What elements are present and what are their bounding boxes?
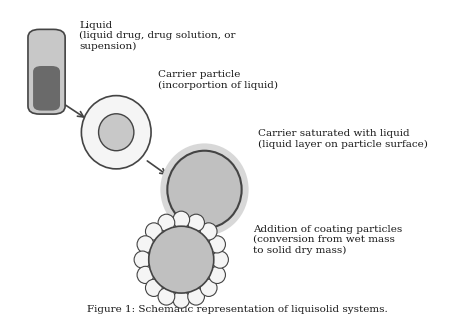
Ellipse shape <box>158 214 175 231</box>
Ellipse shape <box>209 266 226 283</box>
Ellipse shape <box>188 214 204 231</box>
Text: Addition of coating particles
(conversion from wet mass
to solid dry mass): Addition of coating particles (conversio… <box>253 225 402 254</box>
Ellipse shape <box>134 251 151 268</box>
Ellipse shape <box>209 236 226 253</box>
Ellipse shape <box>188 288 204 305</box>
Ellipse shape <box>149 226 214 293</box>
Text: Carrier saturated with liquid
(liquid layer on particle surface): Carrier saturated with liquid (liquid la… <box>258 129 428 149</box>
Ellipse shape <box>99 114 134 151</box>
Ellipse shape <box>160 143 248 236</box>
Ellipse shape <box>201 279 217 296</box>
Ellipse shape <box>173 211 190 228</box>
Text: Carrier particle
(incorportion of liquid): Carrier particle (incorportion of liquid… <box>158 70 278 90</box>
Ellipse shape <box>146 279 162 296</box>
Ellipse shape <box>82 96 151 169</box>
Text: Figure 1: Schematic representation of liquisolid systems.: Figure 1: Schematic representation of li… <box>87 305 387 314</box>
Ellipse shape <box>167 151 242 228</box>
FancyBboxPatch shape <box>28 29 65 114</box>
Ellipse shape <box>158 288 175 305</box>
Ellipse shape <box>137 236 154 253</box>
Ellipse shape <box>146 223 162 240</box>
Ellipse shape <box>212 251 228 268</box>
Ellipse shape <box>201 223 217 240</box>
Ellipse shape <box>173 291 190 308</box>
Text: Liquid
(liquid drug, drug solution, or
supension): Liquid (liquid drug, drug solution, or s… <box>79 21 236 51</box>
Ellipse shape <box>137 266 154 283</box>
FancyBboxPatch shape <box>33 66 60 111</box>
